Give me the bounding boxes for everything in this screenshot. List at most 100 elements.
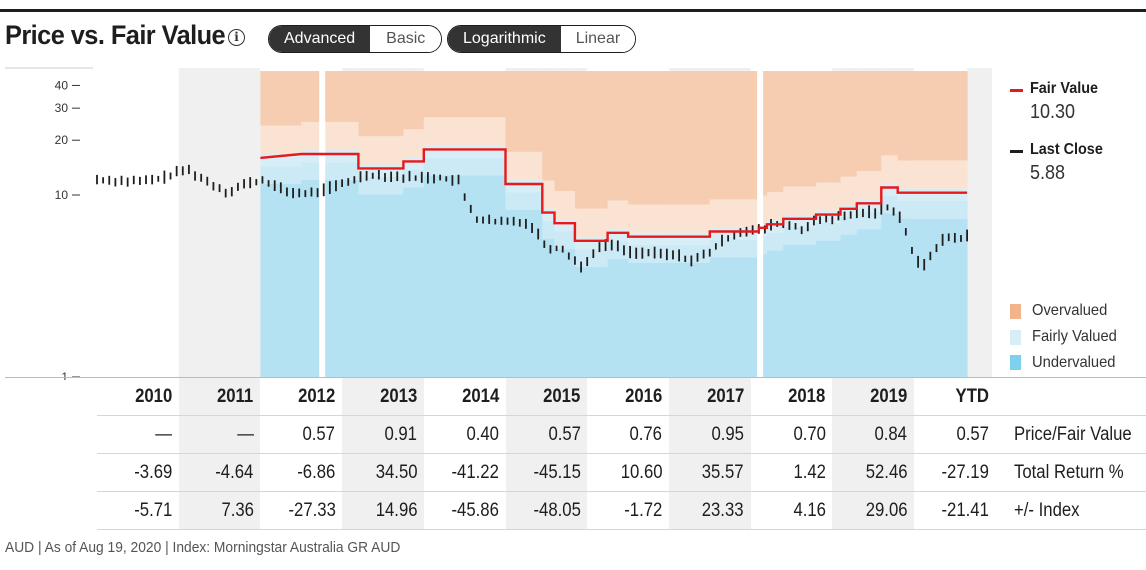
table-divider <box>97 415 1146 416</box>
undervalued-upper-band <box>709 239 760 258</box>
undervalued-band <box>856 229 882 377</box>
year-header: 2012 <box>254 378 335 416</box>
fairly-valued-upper-band <box>358 136 404 165</box>
overvalued-label: Overvalued <box>1032 302 1108 319</box>
fairly-valued-upper-band <box>628 204 711 233</box>
table-column-shade <box>668 378 751 530</box>
year-header: 2017 <box>663 378 744 416</box>
table-header-row: 2010 2011 2012 2013 2014 2015 2016 2017 2018 2019… <box>0 378 1146 416</box>
linear-button[interactable]: Linear <box>560 26 636 52</box>
year-header-text: 2014 <box>461 386 499 407</box>
overvalued-band <box>766 71 784 193</box>
undervalued-band <box>815 240 841 377</box>
table-cell: -4.64 <box>173 454 254 492</box>
table-cell-text: -48.05 <box>533 500 581 521</box>
fairly-valued-upper-band <box>301 121 359 151</box>
table-cell: -45.86 <box>418 492 498 530</box>
overvalued-band <box>815 71 841 183</box>
table-cell: -6.86 <box>254 454 335 492</box>
fair-value-line <box>260 148 968 243</box>
undervalued-upper-band <box>897 200 968 219</box>
fairly-valued-upper-band <box>856 171 882 200</box>
fair-value-legend-swatch <box>1010 89 1023 92</box>
fairly-valued-upper-band <box>260 125 302 154</box>
fairly-valued-band <box>881 183 899 196</box>
fairly-valued-upper-band <box>423 117 506 146</box>
table-cell-text: 0.57 <box>302 424 336 445</box>
table-cell-text: 0.84 <box>874 424 908 445</box>
overvalued-band <box>783 71 817 187</box>
table-cell: -27.19 <box>908 454 989 492</box>
fairly-valued-band <box>783 214 817 228</box>
table-cell-text: — <box>236 424 254 445</box>
table-cell-text: 0.95 <box>711 424 744 445</box>
table-cell: -21.41 <box>908 492 989 530</box>
undervalued-band <box>301 179 359 377</box>
year-header-text: 2011 <box>217 386 254 407</box>
table-column-shade <box>342 378 424 530</box>
year-header: YTD <box>908 378 989 416</box>
undervalued-band <box>403 187 425 377</box>
overvalued-band <box>301 71 359 122</box>
table-cell-text: -27.19 <box>941 462 989 483</box>
fairly-valued-upper-band <box>815 182 841 211</box>
year-header-text: 2016 <box>624 386 663 407</box>
undervalued-upper-band <box>554 231 576 250</box>
fair-value-legend-value: 10.30 <box>1030 101 1076 123</box>
year-column-shade <box>178 68 261 377</box>
table-cell-text: -45.15 <box>533 462 581 483</box>
y-tick-label: 40 <box>55 78 69 92</box>
table-cell: 14.96 <box>336 492 417 530</box>
undervalued-upper-band <box>301 162 359 180</box>
year-header-text: 2018 <box>788 386 826 407</box>
overvalued-band <box>607 71 629 201</box>
table-column-shade <box>832 378 914 530</box>
table-cell-text: -5.71 <box>133 500 172 521</box>
fairly-valued-upper-band <box>897 160 968 189</box>
info-circle-icon[interactable]: i <box>228 29 245 46</box>
year-header: 2015 <box>500 378 580 416</box>
overvalued-band <box>423 71 506 118</box>
year-header: 2014 <box>418 378 499 416</box>
table-divider <box>97 491 1146 492</box>
year-header-text: 2019 <box>870 386 908 407</box>
basic-button[interactable]: Basic <box>370 26 442 52</box>
table-row-price-fair-value: — — 0.57 0.91 0.40 0.57 0.76 0.95 0.70 0.84 0.57 Pr… <box>0 416 1146 454</box>
undervalued-band <box>423 175 506 377</box>
undervalued-upper-band <box>574 249 609 267</box>
undervalued-band <box>897 218 968 377</box>
logarithmic-button[interactable]: Logarithmic <box>448 26 561 52</box>
fairly-valued-upper-band <box>574 208 609 237</box>
view-toggle: Advanced Basic <box>268 25 443 53</box>
table-cell-text: 35.57 <box>702 462 744 483</box>
table-cell-text: -1.72 <box>624 500 663 521</box>
year-header: 2010 <box>91 378 172 416</box>
table-cell-text: -3.69 <box>133 462 172 483</box>
fairly-valued-band <box>574 236 609 250</box>
footnote: AUD | As of Aug 19, 2020 | Index: Mornin… <box>5 539 401 556</box>
table-cell-text: 10.60 <box>620 462 663 483</box>
data-gap <box>757 68 764 377</box>
fairly-valued-band <box>301 150 359 163</box>
fairly-valued-band <box>897 188 968 201</box>
table-cell: -45.15 <box>500 454 581 492</box>
year-header: 2013 <box>336 378 417 416</box>
fairly-valued-upper-band <box>766 192 784 221</box>
undervalued-band <box>358 194 404 377</box>
undervalued-upper-band <box>542 220 556 239</box>
undervalued-band <box>766 250 784 377</box>
undervalued-swatch <box>1010 355 1021 370</box>
overvalued-band <box>260 71 302 126</box>
advanced-button[interactable]: Advanced <box>269 26 371 52</box>
table-cell-text: 0.57 <box>956 424 989 445</box>
y-tick-label: 20 <box>55 133 69 147</box>
table-column-shade <box>178 378 261 530</box>
table-cell-text: 52.46 <box>865 462 908 483</box>
price-fair-value-chart: 40 30 20 10 1 <box>5 67 1146 380</box>
overvalued-swatch <box>1010 304 1021 319</box>
table-cell: -3.69 <box>91 454 172 492</box>
undervalued-band <box>554 249 576 377</box>
row-label: Total Return % <box>1014 462 1124 483</box>
overvalued-band <box>403 71 425 130</box>
table-cell: 0.91 <box>336 416 418 454</box>
